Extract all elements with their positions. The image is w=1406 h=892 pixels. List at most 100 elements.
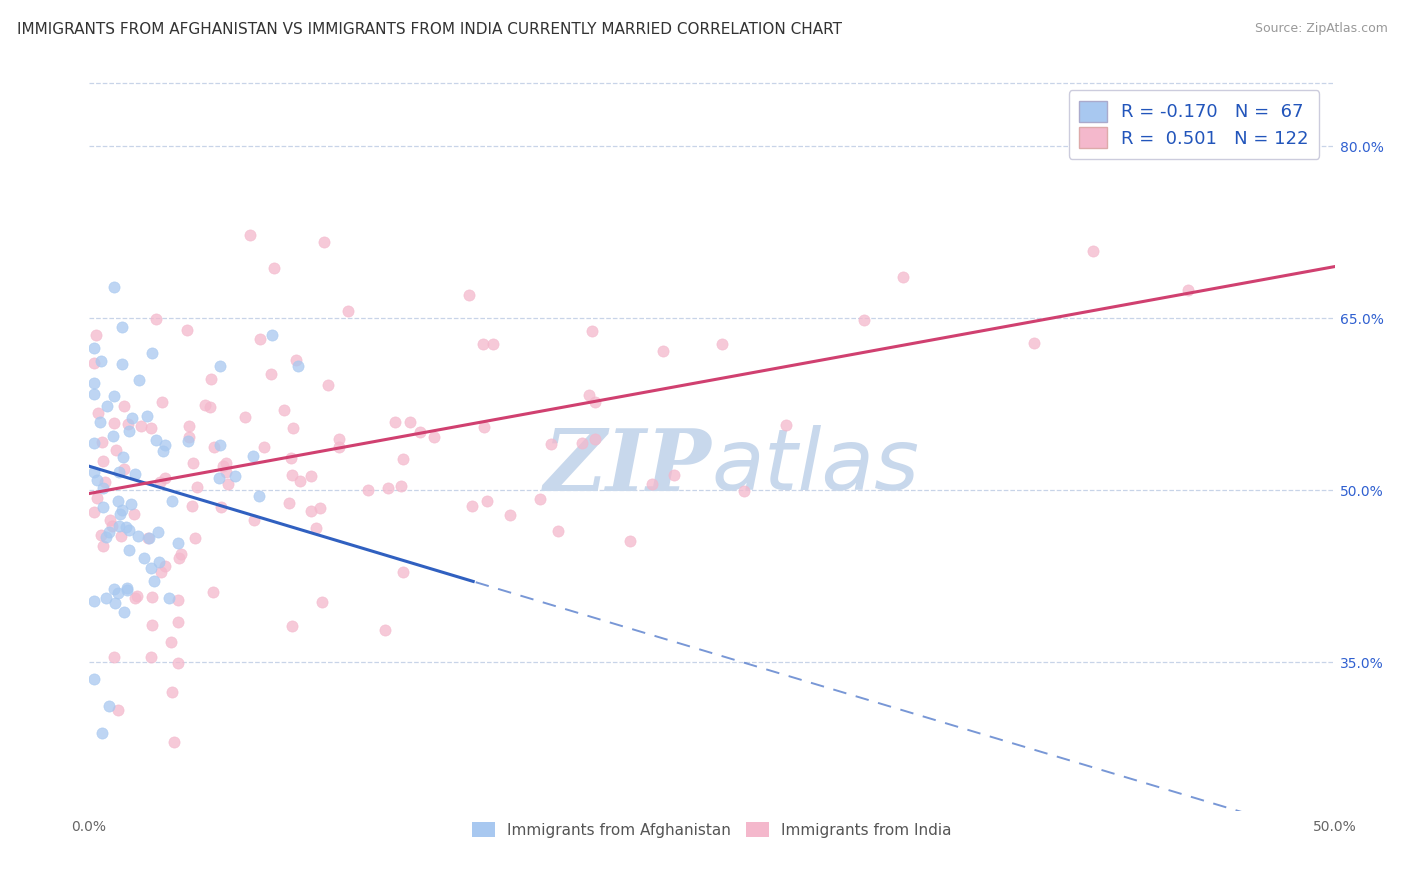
Point: [148, 555, 170, 569]
Point: [357, 483, 380, 497]
Point: [89, 416, 111, 430]
Point: [127, 529, 149, 543]
Point: [103, 649, 125, 664]
Point: [281, 467, 304, 482]
Point: [305, 521, 328, 535]
Point: [166, 615, 188, 629]
Point: [139, 421, 162, 435]
Point: [91, 540, 114, 554]
Point: [115, 583, 138, 598]
Point: [96, 399, 118, 413]
Point: [118, 523, 141, 537]
Point: [389, 478, 412, 492]
Point: [166, 657, 188, 671]
Point: [101, 429, 124, 443]
Point: [242, 450, 264, 464]
Point: [108, 465, 131, 479]
Point: [184, 532, 207, 546]
Point: [94, 591, 117, 605]
Point: [1081, 244, 1104, 258]
Point: [775, 417, 797, 432]
Point: [86, 473, 108, 487]
Point: [498, 508, 520, 523]
Point: [103, 280, 125, 294]
Point: [167, 551, 190, 566]
Point: [111, 503, 134, 517]
Point: [83, 341, 105, 355]
Point: [181, 499, 204, 513]
Point: [581, 325, 603, 339]
Point: [201, 585, 224, 599]
Point: [83, 435, 105, 450]
Point: [136, 531, 159, 545]
Point: [288, 474, 311, 488]
Point: [209, 359, 232, 373]
Point: [121, 410, 143, 425]
Point: [93, 481, 115, 495]
Point: [194, 398, 217, 412]
Point: [651, 344, 673, 359]
Point: [285, 353, 308, 368]
Point: [155, 471, 177, 485]
Point: [108, 518, 131, 533]
Point: [202, 441, 225, 455]
Point: [86, 491, 108, 505]
Point: [112, 605, 135, 619]
Point: [141, 618, 163, 632]
Point: [186, 480, 208, 494]
Point: [90, 528, 112, 542]
Point: [122, 507, 145, 521]
Point: [215, 457, 238, 471]
Point: [124, 591, 146, 606]
Point: [91, 454, 114, 468]
Point: [160, 635, 183, 649]
Point: [83, 593, 105, 607]
Text: ZIP: ZIP: [544, 425, 711, 508]
Point: [458, 288, 481, 302]
Point: [94, 475, 117, 490]
Point: [118, 543, 141, 558]
Point: [1022, 335, 1045, 350]
Point: [83, 356, 105, 370]
Point: [309, 501, 332, 516]
Point: [98, 524, 121, 539]
Point: [311, 595, 333, 609]
Point: [273, 402, 295, 417]
Point: [83, 376, 105, 391]
Point: [280, 450, 302, 465]
Point: [277, 495, 299, 509]
Point: [145, 311, 167, 326]
Point: [143, 574, 166, 589]
Point: [583, 433, 606, 447]
Point: [96, 530, 118, 544]
Point: [115, 581, 138, 595]
Point: [83, 504, 105, 518]
Point: [262, 328, 284, 343]
Point: [212, 459, 235, 474]
Point: [90, 725, 112, 739]
Point: [471, 337, 494, 351]
Point: [529, 491, 551, 506]
Point: [91, 434, 114, 449]
Point: [150, 395, 173, 409]
Point: [198, 400, 221, 414]
Point: [664, 467, 686, 482]
Point: [578, 388, 600, 402]
Point: [153, 558, 176, 573]
Point: [150, 566, 173, 580]
Point: [153, 437, 176, 451]
Point: [243, 513, 266, 527]
Point: [181, 456, 204, 470]
Point: [139, 650, 162, 665]
Point: [83, 672, 105, 686]
Point: [112, 450, 135, 464]
Point: [247, 489, 270, 503]
Point: [263, 261, 285, 276]
Text: IMMIGRANTS FROM AFGHANISTAN VS IMMIGRANTS FROM INDIA CURRENTLY MARRIED CORRELATI: IMMIGRANTS FROM AFGHANISTAN VS IMMIGRANT…: [17, 22, 842, 37]
Text: Source: ZipAtlas.com: Source: ZipAtlas.com: [1254, 22, 1388, 36]
Point: [114, 520, 136, 534]
Point: [571, 436, 593, 450]
Point: [409, 425, 432, 439]
Point: [176, 323, 198, 337]
Point: [112, 399, 135, 413]
